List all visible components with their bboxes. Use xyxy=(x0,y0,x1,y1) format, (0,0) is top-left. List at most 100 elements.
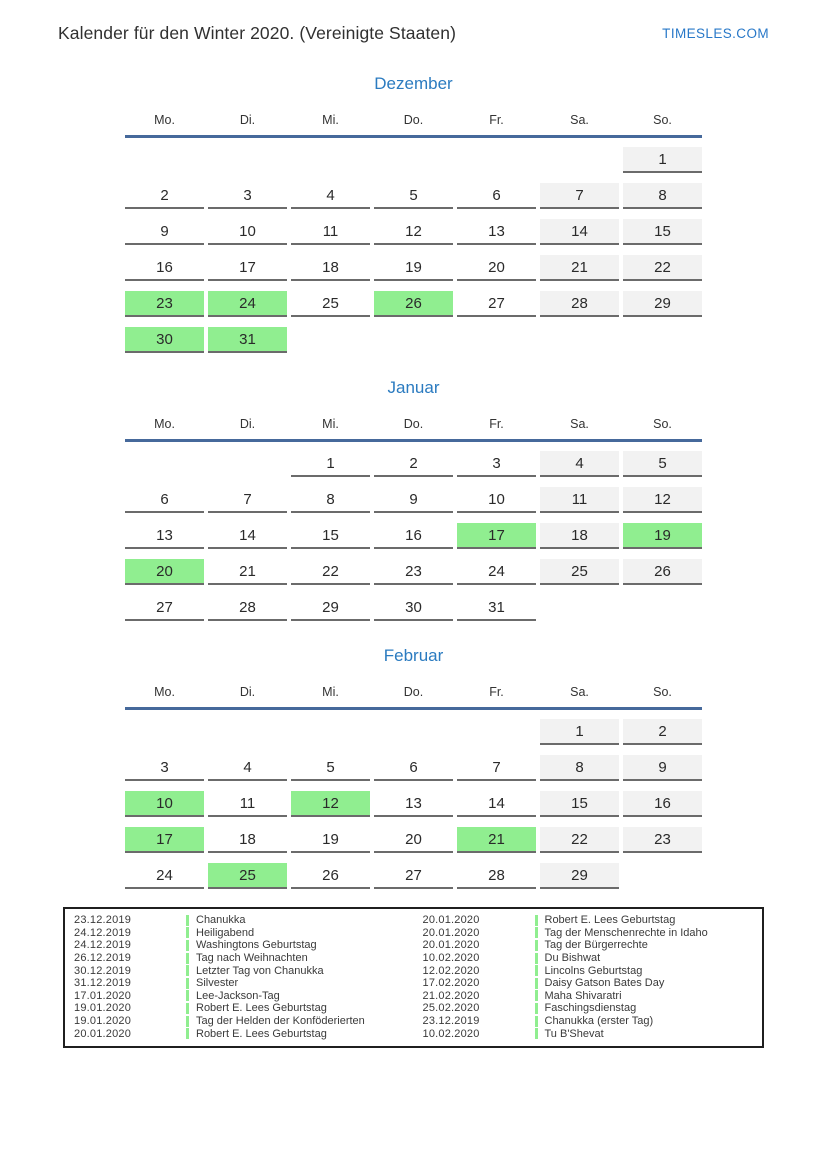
day-cell-weekend: 8 xyxy=(623,183,702,209)
day-cell-empty xyxy=(540,595,619,619)
day-cell-empty xyxy=(540,147,619,171)
holiday-marker xyxy=(534,939,538,951)
legend-entry: 23.12.2019 Chanukka (erster Tag) xyxy=(414,1015,763,1028)
day-cell: 17 xyxy=(208,255,287,281)
day-cell-weekend: 1 xyxy=(540,719,619,745)
day-cell: 13 xyxy=(125,523,204,549)
holiday-marker xyxy=(534,952,538,964)
legend-date: 20.01.2020 xyxy=(74,1027,132,1040)
day-cell: 6 xyxy=(125,487,204,513)
day-cell-empty xyxy=(457,719,536,743)
weekday-label: Fr. xyxy=(489,417,504,431)
day-cell: 5 xyxy=(291,755,370,781)
day-cell-empty xyxy=(125,451,204,475)
legend-entry: 17.02.2020 Daisy Gatson Bates Day xyxy=(414,977,763,990)
weekday-label: Mo. xyxy=(154,685,175,699)
calendar-months: Dezember Mo. Di. Mi. Do. Fr. Sa. So. 1 2 3 4 5 6 7 8 9 10… xyxy=(125,74,702,889)
holiday-marker xyxy=(186,965,189,977)
weekday-label: So. xyxy=(653,417,672,431)
holiday-marker xyxy=(186,939,189,951)
legend-date: 17.02.2020 xyxy=(422,977,480,990)
day-cell-empty xyxy=(623,595,702,619)
day-cell: 24 xyxy=(125,863,204,889)
brand-link[interactable]: TIMESLES.COM xyxy=(662,26,769,41)
day-cell: 13 xyxy=(457,219,536,245)
day-cell: 8 xyxy=(291,487,370,513)
weekday-label: Do. xyxy=(403,417,424,431)
day-cell: 18 xyxy=(291,255,370,281)
weekday-label: Do. xyxy=(403,685,424,699)
day-cell-weekend: 21 xyxy=(540,255,619,281)
day-cell: 4 xyxy=(291,183,370,209)
weekday-label: Mi. xyxy=(322,113,339,127)
legend-date: 19.01.2020 xyxy=(74,1015,132,1028)
day-grid: 1 2 3 4 5 6 7 8 9 10 11 12 13 14 15 16 17 18 19 20 21 22 23 24 2… xyxy=(125,147,702,353)
day-cell: 27 xyxy=(125,595,204,621)
day-cell-holiday: 25 xyxy=(208,863,287,889)
day-cell-weekend: 29 xyxy=(623,291,702,317)
day-cell: 9 xyxy=(374,487,453,513)
day-cell-empty xyxy=(457,147,536,171)
legend-holiday-name: Heiligabend xyxy=(196,926,255,939)
day-cell: 21 xyxy=(208,559,287,585)
day-cell-weekend: 5 xyxy=(623,451,702,477)
day-cell: 13 xyxy=(374,791,453,817)
day-cell-weekend: 15 xyxy=(623,219,702,245)
legend-date: 25.02.2020 xyxy=(422,1002,480,1015)
day-cell: 16 xyxy=(374,523,453,549)
day-cell-weekend: 9 xyxy=(623,755,702,781)
day-cell-holiday: 12 xyxy=(291,791,370,817)
day-cell-empty xyxy=(208,451,287,475)
legend-entry: 30.12.2019 Letzter Tag von Chanukka xyxy=(65,964,414,977)
day-cell-empty xyxy=(291,147,370,171)
weekday-label: Mi. xyxy=(322,417,339,431)
day-grid: 1 2 3 4 5 6 7 8 9 10 11 12 13 14 15 16 17 18 19 20 21 22 23 24 2… xyxy=(125,719,702,889)
legend-date: 10.02.2020 xyxy=(422,1027,480,1040)
day-cell: 31 xyxy=(457,595,536,621)
day-cell-weekend: 26 xyxy=(623,559,702,585)
day-cell-empty xyxy=(374,147,453,171)
day-cell: 20 xyxy=(374,827,453,853)
day-cell-weekend: 12 xyxy=(623,487,702,513)
day-cell: 23 xyxy=(374,559,453,585)
holiday-marker xyxy=(534,1015,538,1027)
day-cell-empty xyxy=(125,147,204,171)
legend-date: 17.01.2020 xyxy=(74,989,132,1002)
holiday-marker xyxy=(186,952,189,964)
day-cell-holiday: 23 xyxy=(125,291,204,317)
day-cell-empty xyxy=(125,719,204,743)
legend-holiday-name: Du Bishwat xyxy=(544,952,601,965)
day-cell-holiday: 30 xyxy=(125,327,204,353)
day-cell: 4 xyxy=(208,755,287,781)
holiday-marker xyxy=(186,990,189,1002)
day-cell-weekend: 22 xyxy=(623,255,702,281)
weekday-label: Di. xyxy=(239,417,256,431)
day-cell: 28 xyxy=(457,863,536,889)
month-februar: Februar Mo. Di. Mi. Do. Fr. Sa. So. 1 2 3 4 5 6 7 8 9 10 1… xyxy=(125,646,702,889)
legend-holiday-name: Tag nach Weihnachten xyxy=(196,952,308,965)
legend-date: 24.12.2019 xyxy=(74,926,132,939)
day-cell: 2 xyxy=(125,183,204,209)
day-cell-holiday: 24 xyxy=(208,291,287,317)
legend-holiday-name: Tag der Helden der Konföderierten xyxy=(196,1015,365,1028)
month-title: Dezember xyxy=(374,74,453,93)
month-dezember: Dezember Mo. Di. Mi. Do. Fr. Sa. So. 1 2 3 4 5 6 7 8 9 10… xyxy=(125,74,702,353)
day-cell-weekend: 29 xyxy=(540,863,619,889)
holiday-marker xyxy=(534,965,538,977)
legend-date: 30.12.2019 xyxy=(74,964,132,977)
day-cell-weekend: 18 xyxy=(540,523,619,549)
weekday-label: So. xyxy=(653,113,672,127)
month-title: Februar xyxy=(383,646,444,665)
day-cell: 10 xyxy=(457,487,536,513)
legend-entry: 24.12.2019 Washingtons Geburtstag xyxy=(65,939,414,952)
holiday-marker xyxy=(186,927,189,939)
holiday-marker xyxy=(534,990,538,1002)
day-cell: 11 xyxy=(291,219,370,245)
day-cell-empty xyxy=(374,327,453,351)
day-cell-holiday: 10 xyxy=(125,791,204,817)
holiday-marker xyxy=(186,1028,189,1040)
legend-holiday-name: Letzter Tag von Chanukka xyxy=(196,964,324,977)
day-cell-empty xyxy=(208,147,287,171)
day-cell: 16 xyxy=(125,255,204,281)
day-cell-weekend: 14 xyxy=(540,219,619,245)
